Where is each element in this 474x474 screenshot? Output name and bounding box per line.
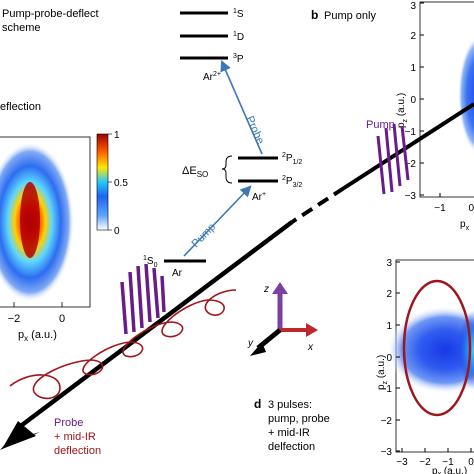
- pump-arrow-label: Pump: [190, 221, 219, 250]
- panel-d-y-tick-1: 1: [386, 321, 392, 332]
- panel-b-y-tick-m3: −3: [405, 191, 417, 202]
- panel-d-caption-line2: pump, probe: [268, 413, 330, 425]
- axis-y-label: y: [247, 338, 254, 349]
- level-3p-label: 3P: [233, 53, 244, 65]
- midir-label-line2: deflection: [54, 445, 101, 457]
- panel-b-y-axis: 3 2 1 0 −1 −2 −3: [405, 1, 424, 202]
- panel-b-momentum-distribution: [458, 37, 474, 153]
- panel-a-x-tick-1: 0: [59, 313, 65, 325]
- panel-a-deflection-label: eflection: [0, 101, 41, 113]
- pump-transition-arrow: [183, 185, 252, 257]
- panel-d-y-axis-label: pz (a.u.): [376, 355, 389, 390]
- panel-d-x-tick-m2: −2: [419, 457, 431, 468]
- panel-b-y-tick-2: 2: [410, 31, 416, 42]
- panel-d-x-tick-0: 0: [468, 457, 474, 468]
- panel-a-title-line1: Pump-probe-deflect: [2, 8, 99, 20]
- panel-d-x-tick-m3: −3: [396, 457, 408, 468]
- panel-a-x-axis-label: px (a.u.): [18, 329, 57, 343]
- panel-a-momentum-core: [20, 182, 40, 258]
- midir-label-line1: + mid-IR: [54, 431, 96, 443]
- midir-deflection-pulse: [9, 289, 237, 400]
- panel-b-y-tick-3: 3: [410, 1, 416, 12]
- panel-a-x-tick-0: −2: [8, 313, 21, 325]
- beam-lower-segment: [16, 220, 294, 430]
- beam-dashed-segment: [290, 186, 346, 224]
- panel-d-caption-line4: delfection: [268, 441, 315, 453]
- pump-pulse: [376, 123, 410, 195]
- panel-a-colorbar: [96, 133, 109, 231]
- spin-orbit-brace: [221, 155, 233, 184]
- panel-b-x-tick-1: 0: [468, 203, 474, 214]
- panel-b-y-tick-m2: −2: [405, 159, 417, 170]
- panel-d-y-tick-m2: −2: [381, 416, 393, 427]
- panel-b-y-tick-1: 1: [410, 63, 416, 74]
- panel-b-title: Pump only: [324, 10, 376, 22]
- level-2p32-label: 2P3/2: [282, 175, 302, 189]
- panel-b-y-tick-m1: −1: [405, 127, 417, 138]
- probe-pulse: [120, 263, 166, 335]
- level-1s-label: 1S: [233, 8, 244, 20]
- colorbar-tick-mid: 0.5: [114, 178, 128, 189]
- laser-beam-path: Probe + mid-IR deflection: [0, 102, 474, 457]
- panel-d-y-tick-0: 0: [386, 353, 392, 364]
- energy-level-diagram: 1S 1D 3P Ar2+ Probe 2P1/2 2P3/2 Ar+ ΔESO…: [143, 8, 302, 279]
- ar-ground-label: Ar: [172, 268, 183, 279]
- coordinate-axes-icon: z y x: [247, 282, 318, 356]
- arplus-label: Ar+: [252, 191, 266, 203]
- panel-d-y-tick-m3: −3: [381, 447, 393, 458]
- panel-d-x-axis-label: px (a.u.): [432, 466, 467, 474]
- panel-b-y-axis-label: pz (a.u.): [396, 93, 409, 128]
- axis-x-label: x: [307, 342, 314, 353]
- ground-state-label: 1S0: [143, 255, 158, 269]
- panel-a-title-line2: scheme: [2, 22, 41, 34]
- probe-pulse-label: Probe: [54, 417, 83, 429]
- beam-upper-segment: [342, 102, 474, 190]
- panel-d-y-tick-2: 2: [386, 289, 392, 300]
- panel-d-y-tick-m1: −1: [381, 384, 393, 395]
- probe-transition-arrow: [220, 59, 263, 155]
- level-2p12-label: 2P1/2: [282, 152, 302, 166]
- panel-b-letter: b: [311, 8, 318, 22]
- panel-d-x-tick-m1: −1: [442, 457, 454, 468]
- ar2-label: Ar2+: [203, 71, 221, 83]
- panel-d-caption-line1: 3 pulses:: [268, 399, 312, 411]
- probe-arrow-label: Probe: [243, 114, 266, 146]
- panel-d: 3 2 1 0 −1 −2 −3 pz (a.u.) −3 −2 −1 0 px…: [254, 258, 474, 474]
- panel-b-pump-label: Pump: [366, 119, 395, 131]
- panel-d-y-axis: 3 2 1 0 −1 −2 −3: [381, 258, 400, 458]
- panel-a: Pump-probe-deflect scheme eflection −2 0…: [0, 8, 128, 343]
- panel-d-caption-line3: + mid-IR: [268, 427, 310, 439]
- panel-d-selection-ellipse: [402, 279, 472, 417]
- axis-z-label: z: [263, 284, 269, 295]
- beam-arrowhead-fill: [2, 421, 36, 449]
- colorbar-tick-max: 1: [114, 130, 120, 141]
- colorbar-tick-min: 0: [114, 226, 120, 237]
- spin-orbit-splitting-label: ΔESO: [182, 165, 208, 179]
- panel-d-letter: d: [254, 397, 261, 411]
- panel-b: b Pump only 3 2 1 0 −1 −2 −3 pz (a.u.) −…: [311, 1, 474, 232]
- panel-d-momentum-distribution: [387, 306, 474, 394]
- panel-b-x-axis-label: px: [460, 219, 470, 232]
- level-1d-label: 1D: [233, 31, 244, 43]
- panel-d-y-tick-3: 3: [386, 258, 392, 269]
- panel-b-x-tick-0: −1: [434, 203, 446, 214]
- panel-b-y-tick-0: 0: [410, 95, 416, 106]
